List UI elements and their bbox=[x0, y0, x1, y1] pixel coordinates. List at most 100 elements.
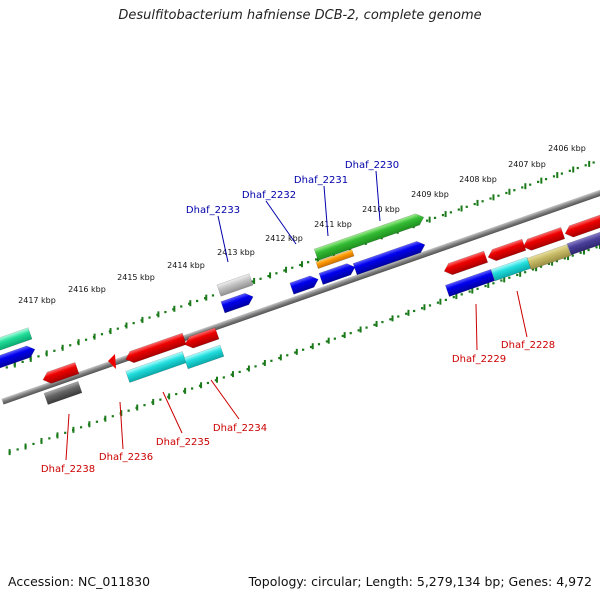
gene-label[interactable]: Dhaf_2228 bbox=[501, 340, 555, 351]
gene-arrow[interactable] bbox=[352, 239, 427, 276]
gene-label[interactable]: Dhaf_2229 bbox=[452, 354, 506, 365]
scale-label: 2406 kbp bbox=[548, 144, 586, 153]
scale-label: 2413 kbp bbox=[217, 248, 255, 257]
gene-arrow[interactable] bbox=[526, 244, 572, 270]
tick-dot bbox=[449, 211, 452, 214]
tick-dot bbox=[172, 308, 175, 311]
tick-dot bbox=[584, 164, 587, 167]
gene-arrow[interactable] bbox=[318, 261, 357, 285]
tick-dot bbox=[571, 254, 574, 257]
tick-dot bbox=[299, 263, 302, 267]
gene-leader-line bbox=[265, 200, 297, 245]
tick-dot bbox=[198, 384, 202, 387]
gene-label[interactable]: Dhaf_2235 bbox=[156, 437, 210, 448]
gene-arrow[interactable] bbox=[313, 212, 426, 261]
tick-dot bbox=[275, 272, 278, 275]
tick-dot bbox=[127, 409, 130, 412]
gene-arrow[interactable] bbox=[315, 249, 355, 269]
gene-arrow[interactable] bbox=[563, 214, 600, 240]
gene-leaders bbox=[65, 170, 528, 461]
gene-arrow[interactable] bbox=[486, 238, 527, 263]
gene-arrow[interactable] bbox=[183, 344, 225, 370]
tick-dot bbox=[513, 189, 516, 192]
gene-arrow[interactable] bbox=[0, 327, 33, 351]
tick-dot bbox=[302, 348, 305, 351]
tick-dot bbox=[214, 379, 217, 382]
tick-dot bbox=[309, 345, 313, 349]
tick-dot bbox=[560, 172, 564, 175]
tick-dot bbox=[433, 216, 437, 219]
tick-dot bbox=[529, 183, 532, 186]
gene-arrow[interactable] bbox=[521, 227, 566, 252]
tick-dot bbox=[357, 329, 360, 332]
tick-dot bbox=[524, 271, 527, 274]
gene-arrow[interactable] bbox=[220, 291, 255, 314]
gene-arrow[interactable] bbox=[442, 250, 489, 277]
tick-dot bbox=[405, 312, 408, 315]
gene-arrow[interactable] bbox=[289, 274, 320, 295]
gene-label[interactable]: Dhaf_2234 bbox=[213, 423, 267, 434]
tick-dot bbox=[473, 202, 476, 206]
tick-dot bbox=[211, 294, 215, 297]
gene-arrow[interactable] bbox=[183, 327, 220, 351]
gene-label[interactable]: Dhaf_2238 bbox=[41, 464, 95, 475]
tick-dot bbox=[476, 287, 479, 290]
gene-arrow[interactable] bbox=[108, 354, 116, 369]
tick-tracks bbox=[5, 160, 600, 456]
tick-dot bbox=[460, 293, 463, 296]
gene-leader-line bbox=[375, 170, 381, 222]
tick-dot bbox=[267, 274, 270, 278]
tick-dot bbox=[500, 279, 503, 282]
gene-label[interactable]: Dhaf_2230 bbox=[345, 160, 399, 171]
tick-dot bbox=[505, 191, 508, 195]
tick-dot bbox=[552, 175, 556, 178]
tick-dot bbox=[413, 309, 416, 313]
tick-dot bbox=[206, 381, 210, 385]
tick-dot bbox=[484, 284, 487, 288]
gene-label[interactable]: Dhaf_2233 bbox=[186, 205, 240, 216]
gene-leader-line bbox=[65, 413, 70, 461]
tick-dot bbox=[291, 266, 294, 269]
accession-text: Accession: NC_011830 bbox=[8, 574, 151, 589]
tick-dot bbox=[270, 359, 273, 362]
gene-arrow[interactable] bbox=[566, 230, 600, 256]
tick-dot bbox=[190, 387, 194, 390]
tick-dot bbox=[452, 296, 455, 299]
tick-dot bbox=[333, 337, 336, 340]
tick-dot bbox=[196, 299, 199, 303]
gene-arrow[interactable] bbox=[41, 362, 80, 385]
gene-leader-line bbox=[323, 185, 329, 237]
tick-dot bbox=[317, 343, 321, 346]
tick-dot bbox=[143, 404, 146, 407]
gene-arrow[interactable] bbox=[216, 273, 254, 297]
tick-dot bbox=[587, 248, 590, 252]
gene-label[interactable]: Dhaf_2236 bbox=[99, 452, 153, 463]
tick-dot bbox=[283, 269, 286, 272]
tick-dot bbox=[84, 338, 88, 341]
tick-dot bbox=[286, 354, 289, 357]
gene-leader-line bbox=[475, 303, 478, 351]
tick-dot bbox=[365, 326, 368, 329]
tick-dot bbox=[203, 297, 207, 300]
tick-dot bbox=[64, 431, 67, 434]
tick-dot bbox=[497, 194, 500, 197]
gene-arrow[interactable] bbox=[43, 381, 83, 405]
gene-label[interactable]: Dhaf_2232 bbox=[242, 190, 296, 201]
tick-dot bbox=[341, 334, 344, 338]
tick-dot bbox=[314, 258, 318, 261]
tick-dot bbox=[251, 280, 254, 283]
tick-dot bbox=[420, 307, 424, 310]
gene-arrow[interactable] bbox=[124, 332, 187, 365]
gene-arrow[interactable] bbox=[0, 344, 37, 369]
tick-dot bbox=[48, 437, 51, 440]
gene-arrow[interactable] bbox=[445, 269, 495, 297]
tick-dot bbox=[5, 366, 8, 369]
tick-dot bbox=[325, 340, 329, 343]
tick-dot bbox=[489, 197, 492, 200]
tick-dot bbox=[307, 261, 310, 264]
tick-dot bbox=[457, 208, 460, 211]
tick-dot bbox=[148, 316, 151, 319]
gene-label[interactable]: Dhaf_2231 bbox=[294, 175, 348, 186]
